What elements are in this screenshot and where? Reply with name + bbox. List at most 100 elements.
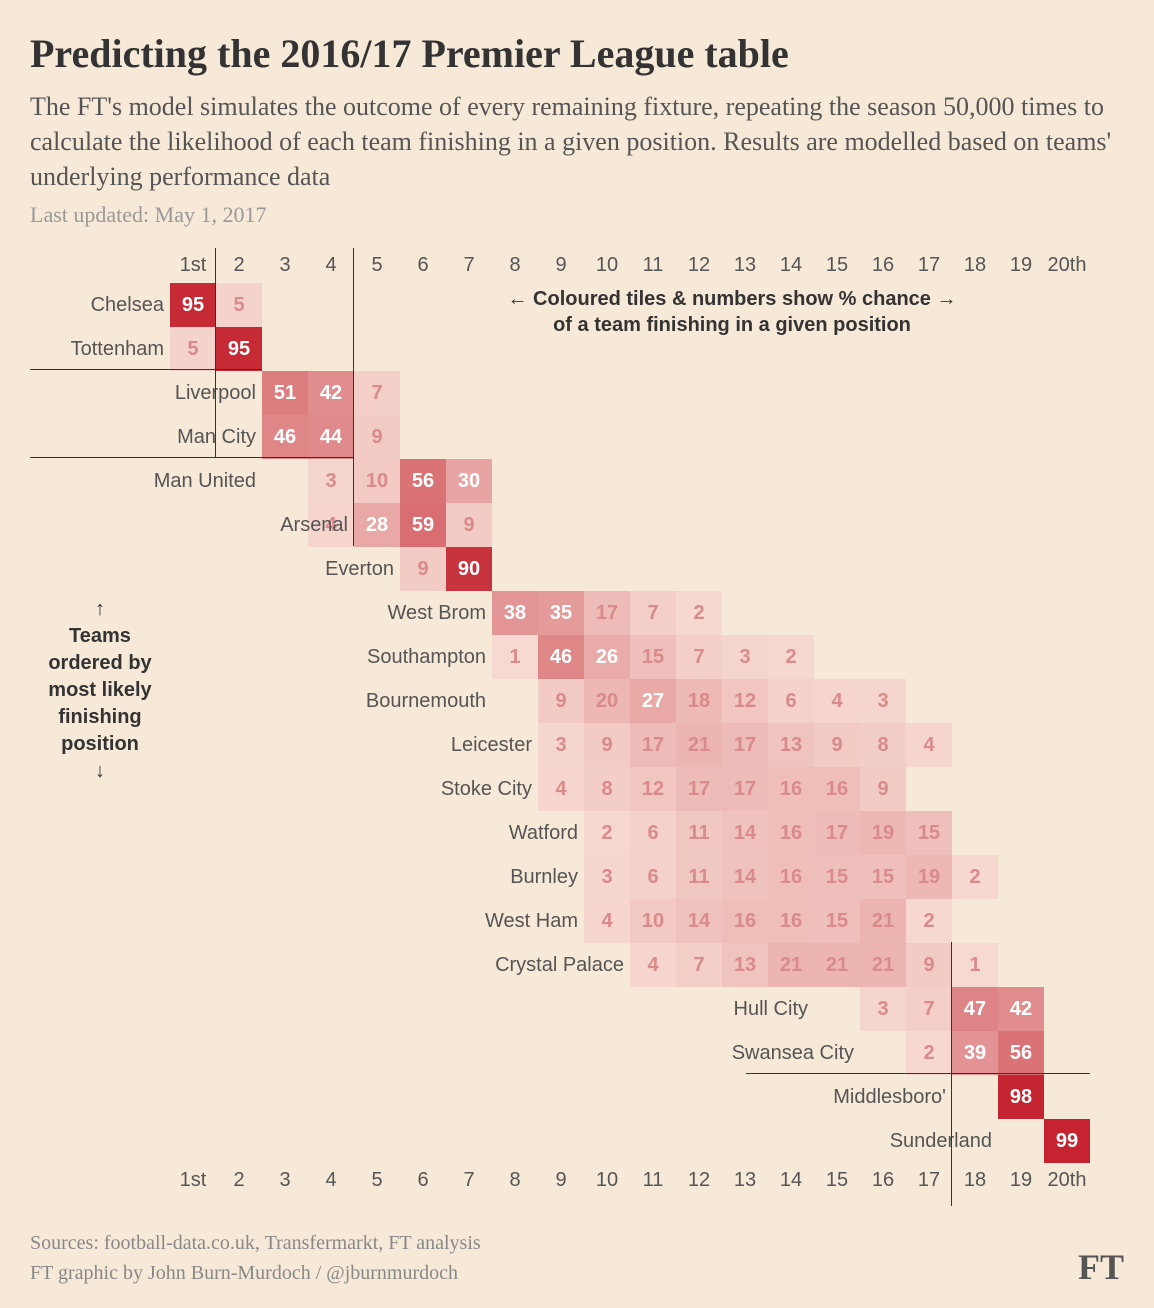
- heatmap-cell: 19: [860, 811, 906, 855]
- heatmap-cell: [768, 1119, 814, 1163]
- team-cells: 51427: [170, 371, 1090, 415]
- position-label: 1st: [170, 1163, 216, 1198]
- heatmap-cell: 16: [814, 767, 860, 811]
- heatmap-cell: [860, 1031, 906, 1075]
- heatmap-cell: [630, 1075, 676, 1119]
- heatmap-cell: [584, 1031, 630, 1075]
- heatmap-cell: 3: [860, 987, 906, 1031]
- heatmap-cell: [768, 459, 814, 503]
- heatmap-cell: [630, 459, 676, 503]
- divider-line: [353, 248, 354, 546]
- team-label: Liverpool: [122, 382, 262, 405]
- position-label: 9: [538, 248, 584, 283]
- heatmap-cell: [630, 371, 676, 415]
- heatmap-cell: [630, 503, 676, 547]
- position-label: 7: [446, 248, 492, 283]
- heatmap-cell: [952, 503, 998, 547]
- heatmap-cell: [538, 1031, 584, 1075]
- heatmap-cell: [906, 635, 952, 679]
- team-label: Swansea City: [720, 1042, 860, 1065]
- heatmap-cell: 26: [584, 635, 630, 679]
- heatmap-cell: 3: [584, 855, 630, 899]
- heatmap-cell: [998, 635, 1044, 679]
- heatmap-cell: [768, 547, 814, 591]
- chart-subtitle: The FT's model simulates the outcome of …: [30, 89, 1124, 194]
- sources-line1: Sources: football-data.co.uk, Transferma…: [30, 1228, 481, 1258]
- heatmap-cell: [170, 1031, 216, 1075]
- heatmap-cell: [952, 635, 998, 679]
- heatmap-cell: [400, 943, 446, 987]
- heatmap-cell: 12: [722, 679, 768, 723]
- position-label: 14: [768, 248, 814, 283]
- heatmap-cell: [1044, 547, 1090, 591]
- heatmap-cell: [998, 811, 1044, 855]
- heatmap-grid: Chelsea955Tottenham595Liverpool51427Man …: [30, 283, 1124, 1163]
- heatmap-cell: [998, 371, 1044, 415]
- heatmap-cell: [446, 987, 492, 1031]
- heatmap-cell: 16: [768, 855, 814, 899]
- heatmap-cell: [906, 371, 952, 415]
- heatmap-cell: 1: [492, 635, 538, 679]
- heatmap-cell: 2: [906, 1031, 952, 1075]
- heatmap-cell: [538, 415, 584, 459]
- team-cells: 920271812643: [170, 679, 1090, 723]
- heatmap-cell: [1044, 855, 1090, 899]
- heatmap-cell: [216, 1075, 262, 1119]
- team-row: Stoke City4812171716169: [30, 767, 1124, 811]
- heatmap-cell: 9: [354, 415, 400, 459]
- heatmap-cell: 17: [676, 767, 722, 811]
- heatmap-cell: [676, 547, 722, 591]
- heatmap-cell: [170, 899, 216, 943]
- team-row: Middlesboro'98: [30, 1075, 1124, 1119]
- annotation-tiles-line2: of a team finishing in a given position: [364, 312, 1100, 338]
- heatmap-cell: 27: [630, 679, 676, 723]
- heatmap-cell: [768, 591, 814, 635]
- heatmap-cell: [262, 899, 308, 943]
- position-labels-bottom: 1st234567891011121314151617181920th: [170, 1163, 1124, 1198]
- position-label: 15: [814, 248, 860, 283]
- heatmap-cell: 13: [722, 943, 768, 987]
- team-label: Everton: [260, 558, 400, 581]
- heatmap-cell: [216, 767, 262, 811]
- position-label: 12: [676, 248, 722, 283]
- heatmap-cell: [952, 723, 998, 767]
- heatmap-cell: 16: [768, 767, 814, 811]
- position-label: 15: [814, 1163, 860, 1198]
- heatmap-cell: [354, 723, 400, 767]
- heatmap-cell: [262, 1119, 308, 1163]
- heatmap-cell: [216, 1119, 262, 1163]
- heatmap-cell: [216, 943, 262, 987]
- heatmap-cell: 9: [814, 723, 860, 767]
- heatmap-cell: [906, 767, 952, 811]
- heatmap-cell: 3: [538, 723, 584, 767]
- heatmap-cell: [262, 459, 308, 503]
- heatmap-cell: [170, 1075, 216, 1119]
- heatmap-cell: [630, 987, 676, 1031]
- heatmap-cell: 7: [676, 635, 722, 679]
- heatmap-cell: [400, 1075, 446, 1119]
- heatmap-cell: [262, 1075, 308, 1119]
- sources-text: Sources: football-data.co.uk, Transferma…: [30, 1228, 481, 1288]
- heatmap-cell: [400, 855, 446, 899]
- heatmap-cell: [538, 503, 584, 547]
- heatmap-cell: [722, 1119, 768, 1163]
- heatmap-cell: [584, 371, 630, 415]
- position-label: 17: [906, 1163, 952, 1198]
- team-row: West Brom38351772: [30, 591, 1124, 635]
- team-label: Leicester: [398, 734, 538, 757]
- heatmap-cell: [676, 1031, 722, 1075]
- heatmap-cell: [952, 899, 998, 943]
- team-cells: 4812171716169: [170, 767, 1090, 811]
- heatmap-cell: [262, 767, 308, 811]
- heatmap-cell: 9: [538, 679, 584, 723]
- heatmap-cell: 95: [216, 327, 262, 371]
- heatmap-cell: 42: [308, 371, 354, 415]
- heatmap-cell: 17: [630, 723, 676, 767]
- divider-line: [746, 1073, 1090, 1074]
- heatmap-cell: [952, 415, 998, 459]
- position-label: 13: [722, 1163, 768, 1198]
- team-row: Swansea City23956: [30, 1031, 1124, 1075]
- team-cells: 46449: [170, 415, 1090, 459]
- heatmap-cell: [216, 547, 262, 591]
- heatmap-cell: 4: [630, 943, 676, 987]
